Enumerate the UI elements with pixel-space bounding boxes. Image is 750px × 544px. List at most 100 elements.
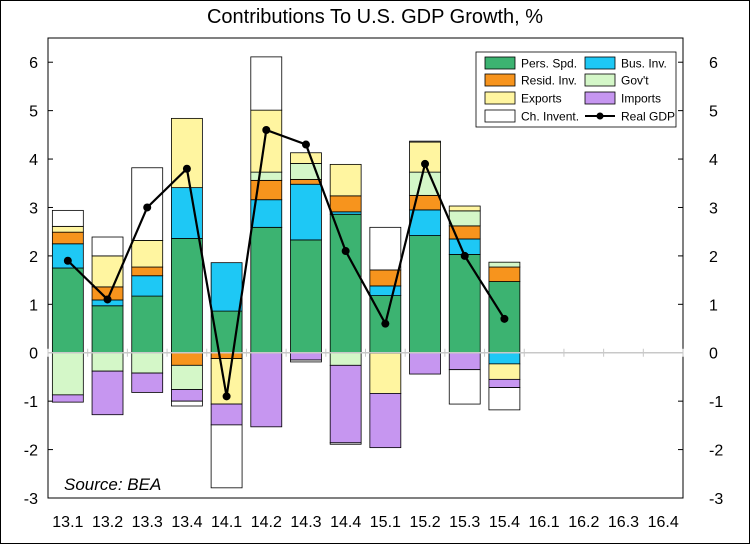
y-tick-label-left: 6 — [29, 55, 38, 72]
bar-segment — [290, 239, 322, 354]
y-tick-label-left: -3 — [24, 491, 38, 508]
x-tick-label: 15.3 — [449, 514, 480, 531]
legend-label: Pers. Spd. — [521, 57, 577, 71]
real-gdp-point — [103, 295, 112, 304]
y-tick-label-left: 1 — [29, 297, 38, 314]
y-tick-label-right: -1 — [709, 394, 723, 411]
bar-segment — [409, 171, 441, 196]
x-tick-label: 16.4 — [648, 514, 679, 531]
legend-swatch — [584, 91, 616, 105]
x-tick-label: 14.3 — [290, 514, 321, 531]
real-gdp-point — [301, 140, 310, 149]
y-tick-label-left: 5 — [29, 104, 38, 121]
bar-segment — [51, 225, 84, 233]
bar-segment — [329, 213, 362, 354]
legend-label: Resid. Inv. — [521, 74, 577, 88]
x-tick-label: 16.2 — [568, 514, 599, 531]
bar-segment — [171, 389, 203, 402]
bar-segment — [131, 275, 164, 297]
x-tick-label: 14.2 — [251, 514, 282, 531]
y-tick-label-right: -3 — [709, 491, 723, 508]
bar-segment — [51, 352, 84, 396]
bar-segment — [131, 372, 164, 393]
bar-segment — [91, 305, 124, 354]
y-tick-label-left: -2 — [24, 443, 38, 460]
plot-area — [47, 37, 684, 499]
bar-segment — [250, 109, 283, 173]
legend-swatch — [484, 109, 516, 123]
bar-segment — [409, 209, 441, 236]
x-tick-label: 13.2 — [92, 514, 123, 531]
x-tick-label: 14.4 — [330, 514, 361, 531]
real-gdp-point — [262, 126, 271, 134]
bar-segment — [210, 262, 243, 312]
bar-segment — [329, 163, 362, 197]
bar-segment — [210, 424, 243, 489]
bar-segment — [91, 236, 124, 257]
bar-segment — [290, 352, 322, 361]
bar-segment — [290, 359, 322, 363]
bar-segment — [329, 364, 362, 444]
bar-segment — [131, 352, 164, 374]
real-gdp-point — [421, 159, 430, 168]
x-tick-label: 13.4 — [171, 514, 202, 531]
bar-segment — [210, 403, 243, 426]
bar-segment — [171, 117, 203, 189]
bar-segment — [329, 352, 362, 366]
legend-label: Gov't — [621, 74, 649, 88]
y-tick-label-left: 4 — [29, 152, 38, 169]
x-tick-label: 15.1 — [370, 514, 401, 531]
bar-segment — [369, 352, 402, 394]
bar-segment — [488, 363, 521, 380]
x-tick-label: 16.3 — [608, 514, 639, 531]
y-tick-label-right: 3 — [709, 200, 718, 217]
x-tick-label: 13.1 — [52, 514, 83, 531]
bar-segment — [91, 255, 124, 288]
source-annotation: Source: BEA — [64, 475, 161, 494]
real-gdp-point — [500, 314, 509, 323]
bar-segment — [488, 378, 521, 388]
bar-segment — [171, 238, 203, 354]
bar-segment — [290, 152, 322, 164]
legend-label: Ch. Invent. — [521, 110, 579, 124]
y-tick-label-right: 0 — [709, 346, 718, 363]
legend-swatch — [484, 73, 516, 87]
x-tick-label: 15.4 — [489, 514, 520, 531]
y-tick-label-left: -1 — [24, 394, 38, 411]
bar-segment — [329, 195, 362, 213]
bar-segment — [91, 370, 124, 416]
bar-segment — [250, 56, 283, 111]
bar-segment — [51, 209, 84, 227]
real-gdp-point — [381, 319, 390, 328]
x-tick-label: 14.1 — [211, 514, 242, 531]
bar-segment — [51, 267, 84, 354]
y-tick-label-left: 0 — [29, 346, 38, 363]
bar-segment — [171, 352, 203, 366]
real-gdp-line — [67, 128, 506, 397]
y-tick-label-right: 1 — [709, 297, 718, 314]
bar-segment — [369, 393, 402, 449]
legend-swatch-point — [596, 112, 604, 120]
bar-segment — [448, 254, 481, 354]
bar-segment — [290, 178, 322, 185]
x-tick-label: 16.1 — [529, 514, 560, 531]
bar-segment — [131, 295, 164, 354]
x-tick-label: 13.3 — [132, 514, 163, 531]
bar-segment — [250, 352, 283, 428]
bar-segment — [290, 183, 322, 241]
bar-segment — [131, 239, 164, 268]
legend-swatch — [584, 56, 616, 70]
bar-segment — [448, 369, 481, 405]
real-gdp-point — [182, 164, 191, 173]
legend-swatch — [484, 91, 516, 105]
real-gdp-point — [341, 247, 350, 256]
real-gdp-point — [460, 251, 469, 260]
bar-segment — [51, 231, 84, 245]
bar-segment — [250, 226, 283, 354]
y-tick-label-right: -2 — [709, 443, 723, 460]
bar-segment — [409, 352, 441, 375]
real-gdp-point — [143, 203, 152, 212]
legend-label: Real GDP — [621, 110, 675, 124]
bar-segment — [369, 285, 402, 297]
